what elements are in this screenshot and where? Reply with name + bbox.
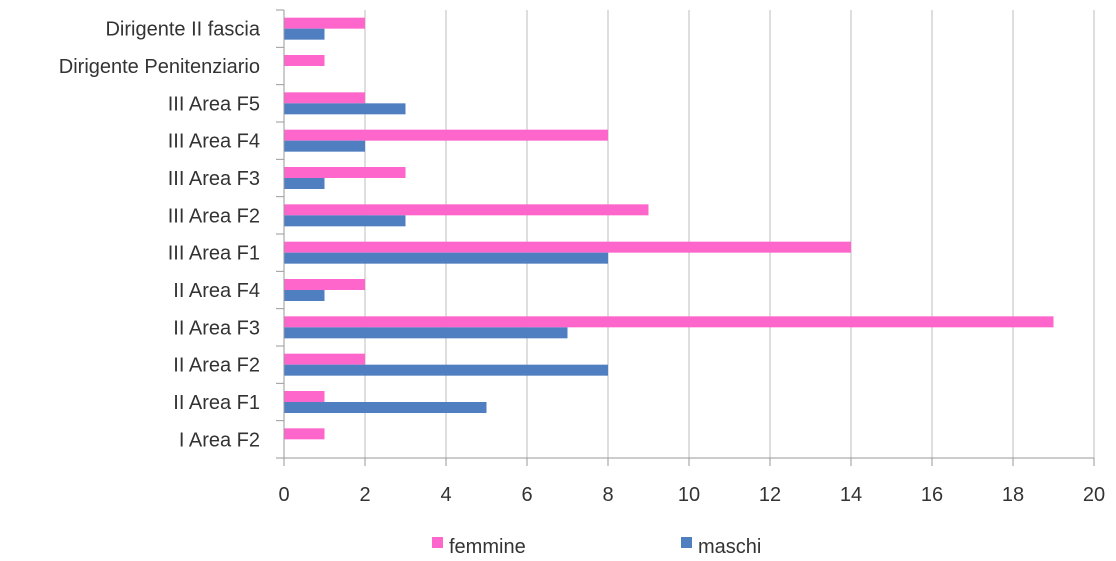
category-label: III Area F4 — [168, 131, 260, 153]
grid-lines — [364, 10, 1095, 458]
x-tick-label: 0 — [278, 484, 289, 506]
category-label: II Area F3 — [173, 317, 260, 339]
category-label: II Area F2 — [173, 355, 260, 377]
category-label: II Area F4 — [173, 280, 260, 302]
legend-swatch-femmine — [432, 537, 443, 548]
bar-maschi-dirigente-ii-fascia — [284, 28, 325, 40]
bar-femmine-dirigente-penitenziario — [284, 55, 325, 66]
x-tick-label: 18 — [1002, 484, 1024, 506]
legend-label-maschi: maschi — [698, 536, 761, 558]
bar-femmine-dirigente-ii-fascia — [284, 17, 365, 29]
bar-maschi-iii-area-f2 — [284, 215, 406, 227]
bar-femmine-ii-area-f2 — [284, 353, 365, 365]
x-tick-label: 20 — [1083, 484, 1105, 506]
legend: femmine maschi — [432, 536, 761, 558]
category-label: III Area F5 — [168, 93, 260, 115]
bar-femmine-i-area-f2 — [284, 428, 325, 440]
legend-label-femmine: femmine — [449, 536, 526, 558]
category-label: II Area F1 — [173, 392, 260, 414]
legend-swatch-maschi — [681, 537, 692, 548]
axes — [276, 9, 1095, 466]
category-label: III Area F3 — [168, 168, 260, 190]
x-tick-label: 14 — [840, 484, 862, 506]
x-tick-label: 8 — [602, 484, 613, 506]
bar-maschi-iii-area-f5 — [284, 103, 406, 115]
category-label: Dirigente Penitenziario — [59, 56, 260, 78]
bar-femmine-ii-area-f3 — [284, 316, 1054, 328]
category-label: I Area F2 — [179, 429, 260, 451]
bar-femmine-iii-area-f3 — [284, 167, 406, 178]
bar-maschi-ii-area-f2 — [284, 364, 608, 376]
bar-maschi-ii-area-f4 — [284, 290, 325, 301]
bar-femmine-iii-area-f4 — [284, 129, 608, 141]
x-tick-label: 12 — [759, 484, 781, 506]
bar-femmine-iii-area-f1 — [284, 241, 851, 253]
bar-femmine-iii-area-f2 — [284, 204, 649, 216]
bar-maschi-iii-area-f3 — [284, 178, 325, 189]
x-tick-label: 6 — [521, 484, 532, 506]
category-labels: Dirigente II fascia Dirigente Penitenziar… — [59, 19, 261, 452]
x-tick-label: 10 — [678, 484, 700, 506]
x-tick-labels: 0 2 4 6 8 10 12 14 16 18 20 — [278, 484, 1105, 506]
bar-maschi-ii-area-f3 — [284, 327, 568, 339]
category-label: III Area F1 — [168, 243, 260, 265]
bar-maschi-iii-area-f4 — [284, 140, 365, 152]
bar-femmine-ii-area-f4 — [284, 279, 365, 290]
bars — [284, 17, 1054, 440]
x-tick-label: 16 — [921, 484, 943, 506]
bar-maschi-ii-area-f1 — [284, 402, 487, 413]
bar-femmine-iii-area-f5 — [284, 92, 365, 104]
x-tick-label: 2 — [359, 484, 370, 506]
category-label: III Area F2 — [168, 205, 260, 227]
category-label: Dirigente II fascia — [105, 19, 260, 41]
x-tick-label: 4 — [440, 484, 451, 506]
bar-maschi-iii-area-f1 — [284, 252, 608, 264]
bar-femmine-ii-area-f1 — [284, 391, 325, 402]
